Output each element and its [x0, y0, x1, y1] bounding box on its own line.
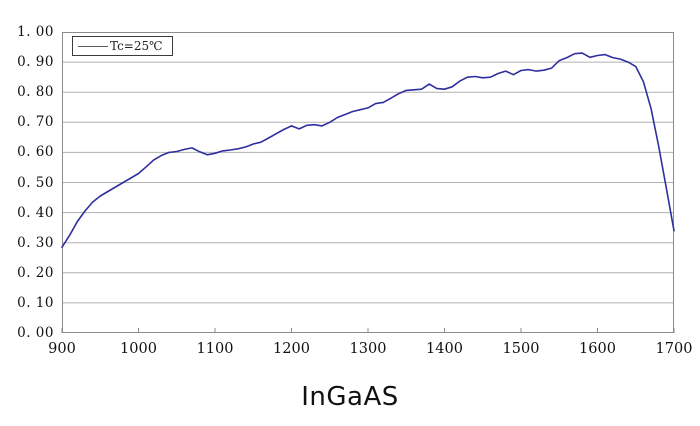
x-tick-label: 1300 — [349, 341, 387, 357]
x-tick-label: 1500 — [502, 341, 540, 357]
y-tick-label: 0. 00 — [17, 325, 54, 341]
x-tick-label: 1000 — [120, 341, 157, 357]
y-tick-label: 0. 70 — [17, 114, 54, 131]
x-tick-label: 1100 — [196, 341, 234, 357]
legend-line-sample — [78, 45, 108, 47]
plot-area — [61, 32, 675, 333]
x-tick-label: 1600 — [579, 341, 616, 357]
legend: Tc=25℃ — [72, 36, 173, 56]
legend-label: Tc=25℃ — [110, 39, 163, 53]
y-tick-label: 0. 50 — [17, 174, 54, 191]
chart-title: InGaAS — [301, 382, 399, 412]
y-tick-label: 0. 80 — [17, 84, 54, 101]
y-tick-label: 0. 10 — [17, 294, 54, 311]
series-line — [61, 52, 675, 248]
y-tick-label: 0. 30 — [17, 234, 54, 251]
y-tick-label: 1. 00 — [17, 24, 54, 40]
y-tick-label: 0. 60 — [17, 144, 54, 161]
x-tick-label: 1700 — [655, 341, 693, 357]
y-tick-label: 0. 90 — [17, 54, 54, 71]
x-tick-label: 1400 — [426, 341, 463, 357]
y-tick-label: 0. 40 — [17, 204, 54, 221]
y-tick-label: 0. 20 — [17, 264, 54, 281]
x-tick-label: 1200 — [273, 341, 310, 357]
x-tick-label: 900 — [48, 341, 76, 357]
